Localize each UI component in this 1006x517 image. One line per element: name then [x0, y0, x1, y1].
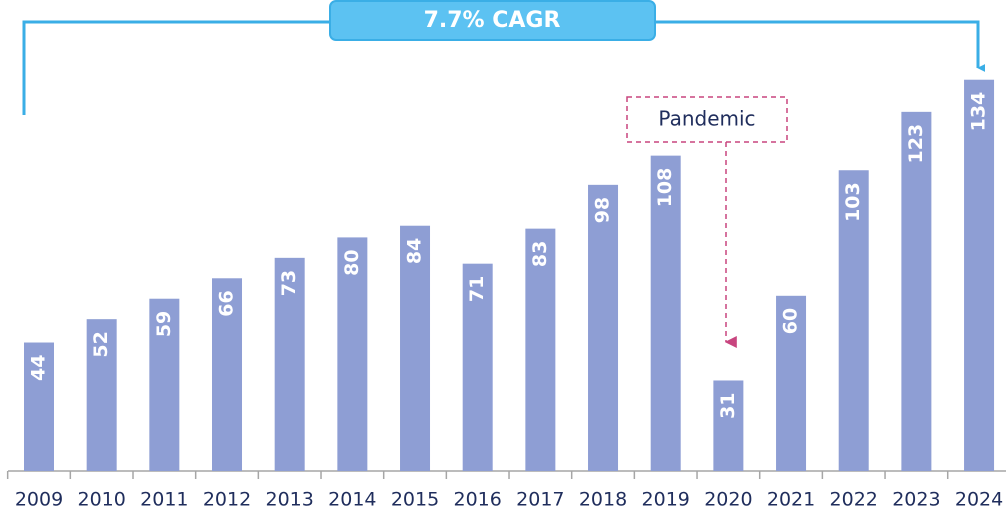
bar [776, 295, 807, 471]
value-label: 59 [153, 311, 175, 337]
x-tick-label: 2015 [391, 489, 439, 511]
x-tick-label: 2011 [140, 489, 188, 511]
pandemic-label: Pandemic [658, 107, 755, 131]
x-tick-label: 2009 [15, 489, 63, 511]
x-tick-label: 2010 [77, 489, 125, 511]
bar [525, 228, 556, 471]
x-tick-label: 2018 [579, 489, 627, 511]
value-label: 60 [780, 308, 802, 334]
bar [588, 184, 619, 471]
bar [838, 170, 869, 472]
x-tick-label: 2024 [955, 489, 1003, 511]
x-tick-label: 2020 [704, 489, 752, 511]
bar [149, 298, 180, 471]
value-label: 108 [654, 168, 676, 208]
x-tick-label: 2019 [642, 489, 690, 511]
x-tick-label: 2014 [328, 489, 376, 511]
cagr-label: 7.7% CAGR [424, 8, 561, 33]
value-label: 98 [592, 197, 614, 223]
value-label: 31 [717, 392, 739, 418]
x-tick-label: 2017 [516, 489, 564, 511]
bar [212, 278, 243, 471]
cagr-box [329, 0, 656, 41]
value-label: 71 [466, 276, 488, 302]
bar [964, 79, 995, 471]
x-tick-label: 2012 [203, 489, 251, 511]
value-label: 73 [278, 270, 300, 296]
value-label: 84 [404, 238, 426, 264]
x-tick-label: 2013 [266, 489, 314, 511]
bar [713, 380, 744, 471]
bar [901, 111, 932, 471]
bar [400, 225, 431, 471]
bar [650, 155, 681, 471]
bar [86, 319, 117, 471]
value-label: 80 [341, 249, 363, 275]
x-tick-label: 2022 [830, 489, 878, 511]
bar [462, 263, 493, 471]
value-label: 52 [90, 331, 112, 357]
x-tick-label: 2023 [892, 489, 940, 511]
value-label: 134 [968, 92, 990, 132]
value-label: 83 [529, 241, 551, 267]
x-tick-label: 2016 [454, 489, 502, 511]
pandemic-box [626, 96, 788, 143]
value-label: 123 [905, 124, 927, 164]
value-label: 44 [28, 355, 50, 381]
value-label: 103 [842, 182, 864, 222]
bar [337, 237, 368, 471]
bar [24, 342, 54, 471]
value-label: 66 [216, 290, 238, 316]
x-tick-label: 2021 [767, 489, 815, 511]
bar [274, 257, 305, 471]
